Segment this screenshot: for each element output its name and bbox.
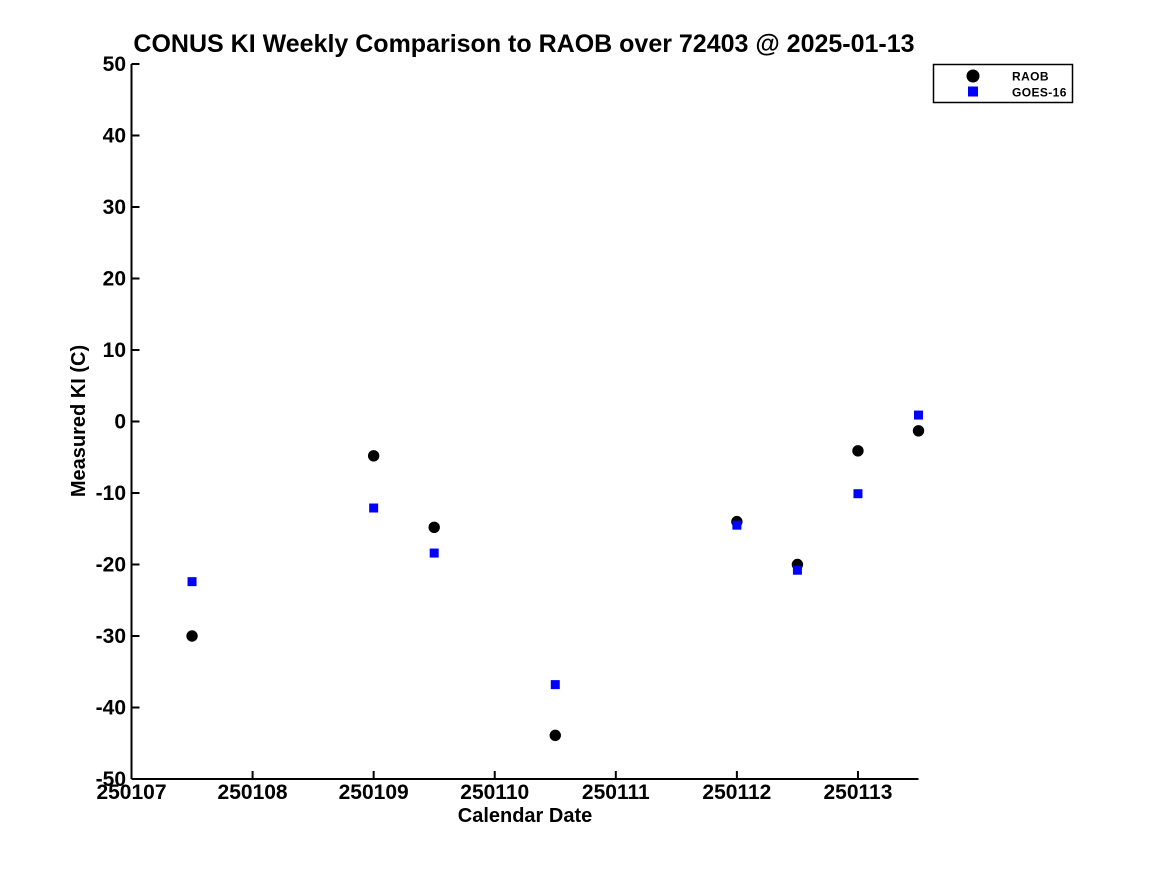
x-tick-label: 250113 xyxy=(824,781,893,804)
legend-box xyxy=(932,63,1074,104)
data-point-raob xyxy=(912,425,925,437)
legend: RAOB GOES-16 xyxy=(932,63,1074,104)
y-tick-label: 40 xyxy=(103,125,126,148)
data-point-goes-16 xyxy=(369,503,379,513)
data-point-goes-16 xyxy=(429,548,439,558)
data-point-raob xyxy=(186,630,198,642)
data-point-raob xyxy=(367,450,380,462)
x-tick-label: 250107 xyxy=(96,781,166,804)
y-tick-label: 50 xyxy=(103,53,126,76)
axes-layer: 250107 250108 250109 250110 250111 250112 2501… xyxy=(96,53,919,804)
data-point-raob xyxy=(852,445,864,457)
y-tick-label: 20 xyxy=(103,268,126,291)
data-point-raob xyxy=(549,729,561,742)
y-tick-label: -10 xyxy=(96,482,126,505)
data-point-raob xyxy=(428,521,440,534)
data-point-goes-16 xyxy=(732,520,742,530)
y-tick-label: 0 xyxy=(114,411,126,434)
points-layer xyxy=(186,410,925,742)
legend-label-raob: RAOB xyxy=(1012,70,1049,84)
data-point-goes-16 xyxy=(914,410,923,420)
data-point-goes-16 xyxy=(792,565,802,575)
y-tick-label: -40 xyxy=(96,697,126,720)
x-tick-label: 250108 xyxy=(218,781,288,804)
y-tick-label: -30 xyxy=(96,625,126,648)
legend-marker-square-icon xyxy=(968,86,978,97)
x-tick-label: 250111 xyxy=(582,781,650,804)
data-point-goes-16 xyxy=(853,489,863,499)
chart-title: CONUS KI Weekly Comparison to RAOB over … xyxy=(133,30,914,58)
legend-label-goes-16: GOES-16 xyxy=(1012,86,1067,100)
data-point-goes-16 xyxy=(187,577,197,587)
y-axis-label: Measured KI (C) xyxy=(68,345,90,497)
x-axis-label: Calendar Date xyxy=(458,805,593,827)
legend-marker-circle-icon xyxy=(966,69,980,83)
y-tick-label: 10 xyxy=(103,339,126,362)
y-tick-label: -20 xyxy=(96,554,126,577)
x-tick-label: 250112 xyxy=(702,781,771,804)
x-tick-label: 250110 xyxy=(460,781,529,804)
data-point-goes-16 xyxy=(550,680,560,690)
x-tick-label: 250109 xyxy=(339,781,409,804)
y-tick-label: 30 xyxy=(103,196,126,219)
y-tick-label: -50 xyxy=(96,768,126,791)
